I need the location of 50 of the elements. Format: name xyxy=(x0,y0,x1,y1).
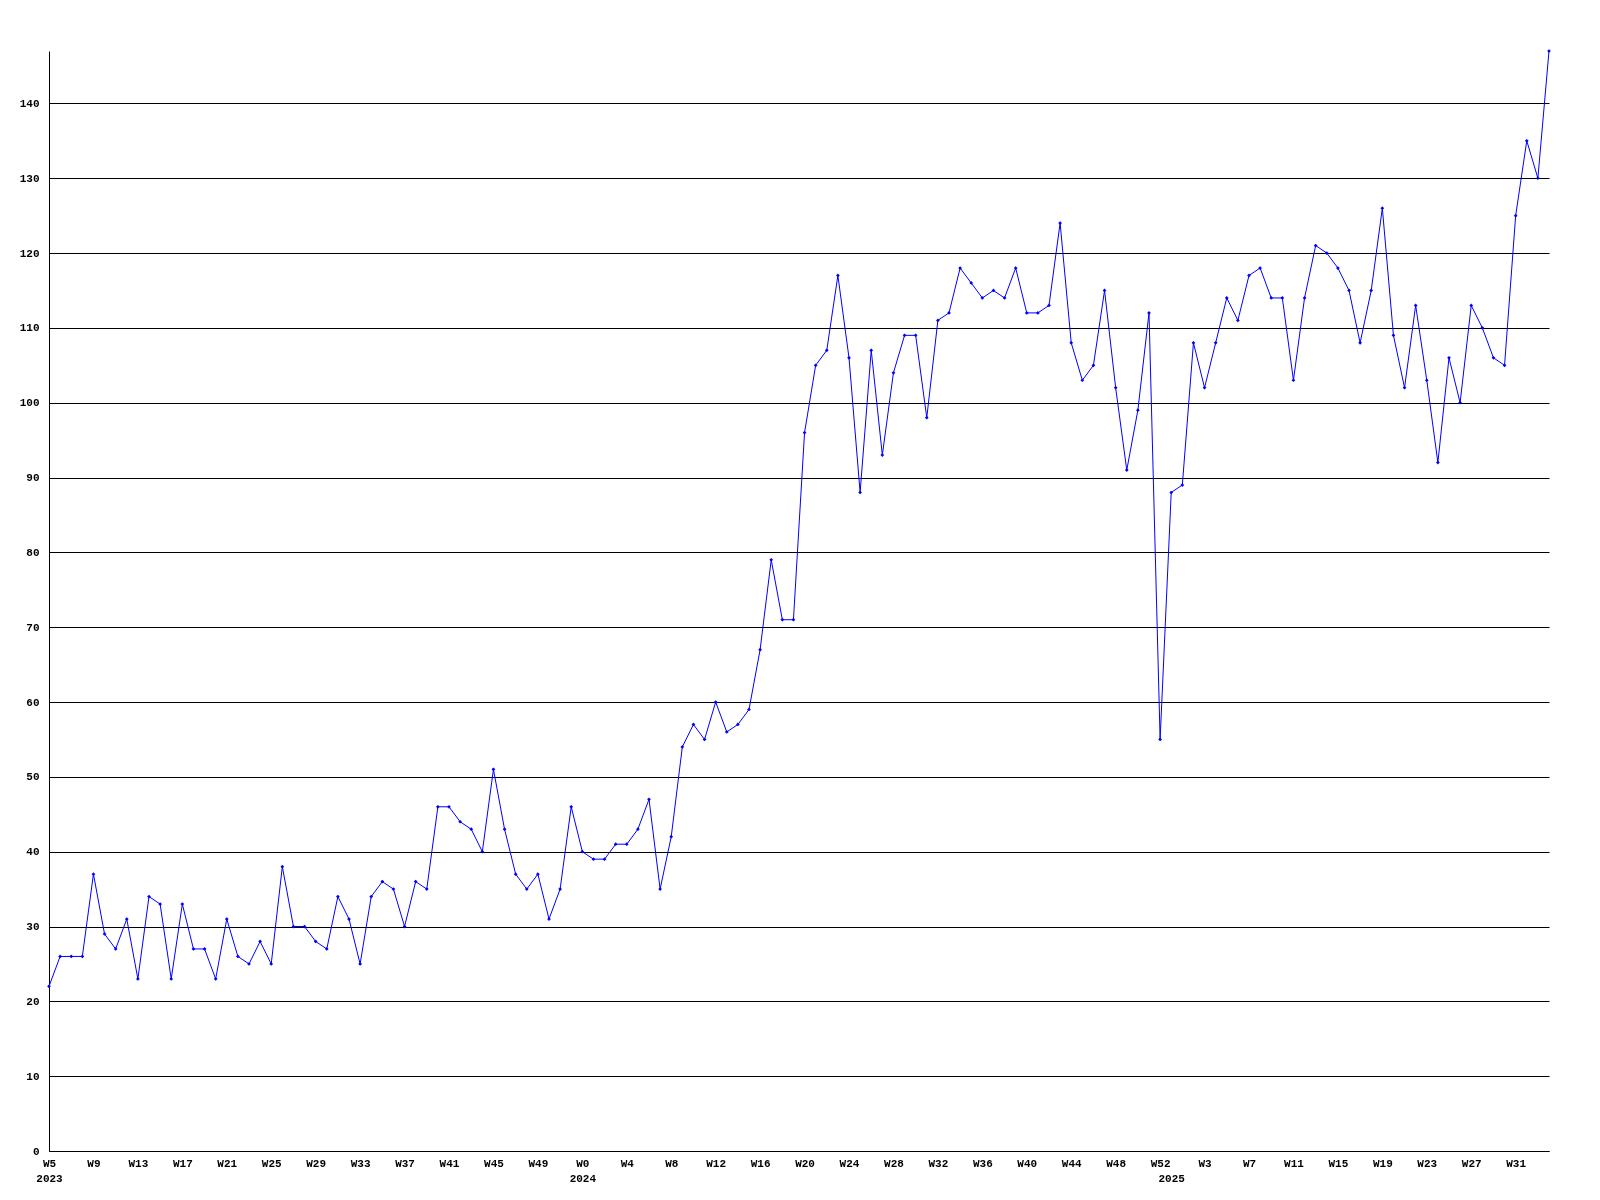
x-tick-label: W45 xyxy=(484,1157,505,1170)
x-tick-label: W37 xyxy=(395,1157,415,1170)
x-tick-label: 2025 xyxy=(1158,1172,1186,1185)
x-tick-label: W32 xyxy=(928,1157,949,1170)
x-tick-label: W44 xyxy=(1061,1157,1083,1170)
x-tick-label: W4 xyxy=(620,1157,635,1170)
x-tick-label: W20 xyxy=(795,1157,815,1170)
x-tick-label: W28 xyxy=(884,1157,905,1170)
x-tick-label: W33 xyxy=(350,1157,371,1170)
y-tick-label: 40 xyxy=(26,846,40,859)
y-tick-label: 0 xyxy=(32,1145,40,1158)
x-tick-label: W21 xyxy=(217,1157,238,1170)
y-tick-label: 90 xyxy=(26,472,40,485)
x-tick-label: W29 xyxy=(306,1157,327,1170)
y-tick-label: 80 xyxy=(26,546,40,559)
x-tick-label: W3 xyxy=(1198,1157,1213,1170)
y-tick-label: 110 xyxy=(19,322,40,335)
x-tick-label: W52 xyxy=(1150,1157,1171,1170)
x-tick-label: W15 xyxy=(1328,1157,1349,1170)
x-tick-label: W13 xyxy=(128,1157,149,1170)
x-tick-label: W7 xyxy=(1242,1157,1257,1170)
x-tick-label: W48 xyxy=(1106,1157,1127,1170)
x-tick-label: W36 xyxy=(972,1157,993,1170)
y-tick-label: 120 xyxy=(19,247,40,260)
x-tick-label: W25 xyxy=(261,1157,283,1170)
y-tick-label: 130 xyxy=(19,172,40,185)
x-tick-label: W5 2023 xyxy=(36,1157,64,1185)
x-tick-label: W31 xyxy=(1506,1157,1527,1170)
y-tick-label: 70 xyxy=(26,621,40,634)
x-tick-label: W12 xyxy=(706,1157,727,1170)
x-tick-label: W11 xyxy=(1284,1157,1305,1170)
x-tick-label: W49 xyxy=(528,1157,549,1170)
y-tick-label: 100 xyxy=(19,397,40,410)
y-tick-label: 20 xyxy=(26,995,40,1008)
y-tick-label: 50 xyxy=(26,771,40,784)
y-tick-label: 30 xyxy=(26,921,40,934)
x-tick-label: W17 xyxy=(172,1157,193,1170)
x-tick-label: W0 2024 xyxy=(569,1157,597,1185)
x-tick-label: W19 xyxy=(1372,1157,1393,1170)
x-tick-label: W40 xyxy=(1017,1157,1038,1170)
x-tick-label: W27 xyxy=(1461,1157,1482,1170)
y-tick-label: 10 xyxy=(26,1070,40,1083)
x-tick-label: W8 xyxy=(665,1157,679,1170)
y-tick-label: 140 xyxy=(19,97,40,110)
x-tick-label: W24 xyxy=(839,1157,860,1170)
x-tick-label: W9 xyxy=(87,1157,101,1170)
x-tick-label: W23 xyxy=(1417,1157,1438,1170)
x-tick-label: W41 xyxy=(439,1157,460,1170)
x-tick-label: W16 xyxy=(750,1157,771,1170)
y-tick-label: 60 xyxy=(26,696,40,709)
